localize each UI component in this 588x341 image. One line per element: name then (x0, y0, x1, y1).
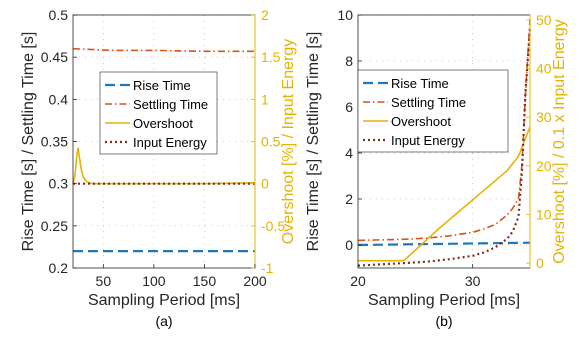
y-tick-label: 0.4 (49, 91, 69, 107)
legend-label-overshoot: Overshoot (133, 116, 193, 131)
y-tick-label: 0 (345, 237, 353, 253)
legend-label-energy: Input Energy (391, 133, 465, 148)
x-tick-label: 20 (350, 273, 366, 289)
y-tick-label: 0.2 (49, 260, 69, 276)
legend-label-settling: Settling Time (133, 97, 208, 112)
y2-tick-label: 20 (536, 158, 552, 174)
y2-tick-label: 1.5 (261, 49, 281, 65)
legend: Rise Time Settling Time Overshoot Input Ene… (357, 69, 509, 153)
y-axis-label: Rise Time [s] / Settling Time [s] (20, 32, 37, 252)
x-axis-label: Sampling Period [ms] (88, 292, 240, 309)
y2-tick-label: 0 (536, 255, 544, 271)
series-line-settling (72, 47, 255, 53)
series-line-overshoot (72, 147, 256, 185)
legend-label-rise: Rise Time (133, 78, 191, 93)
legend-label-overshoot: Overshoot (391, 114, 451, 129)
y2-tick-label: -0.5 (261, 218, 285, 234)
y2-tick-label: 2 (261, 7, 269, 23)
panel-subtitle: (a) (155, 313, 172, 329)
y2-tick-label: 1 (261, 91, 269, 107)
y2-tick-label: -1 (261, 260, 274, 276)
x-tick-label: 100 (142, 273, 166, 289)
legend-label-rise: Rise Time (391, 76, 449, 91)
y-axis-label: Rise Time [s] / Settling Time [s] (305, 32, 322, 252)
y2-axis-label: Overshoot [%] / Input Energy (280, 39, 297, 244)
panel-b: 20 30 0 2 4 6 8 10 0 10 20 30 40 50 Sampling Period [m… (305, 7, 568, 329)
legend: Rise Time Settling Time Overshoot Input Ene… (99, 71, 218, 155)
x-tick-label: 50 (96, 273, 112, 289)
y2-tick-label: 0 (261, 176, 269, 192)
legend-box (99, 71, 218, 155)
x-axis-label: Sampling Period [ms] (368, 292, 520, 309)
y2-tick-label: 50 (536, 12, 552, 28)
y2-tick-label: 10 (536, 206, 552, 222)
panel-a: 50 100 150 200 0.2 0.25 0.3 0.35 0.4 0.45 0.5 -1 -0.… (20, 7, 297, 329)
x-tick-label: 30 (465, 273, 481, 289)
panel-subtitle: (b) (435, 313, 452, 329)
y-tick-label: 2 (345, 191, 353, 207)
x-tick-label: 200 (243, 273, 267, 289)
series-line-overshoot (358, 126, 531, 262)
y2-tick-label: 40 (536, 61, 552, 77)
legend-label-energy: Input Energy (133, 135, 207, 150)
y-tick-label: 8 (345, 53, 353, 69)
y-tick-label: 0.3 (49, 176, 69, 192)
y-tick-label: 0.5 (49, 7, 69, 23)
y-tick-label: 0.35 (41, 134, 68, 150)
y2-tick-label: 30 (536, 109, 552, 125)
y-tick-label: 0.25 (41, 218, 68, 234)
y-tick-label: 10 (337, 7, 353, 23)
y2-axis-label: Overshoot [%] / 0.1 x Input Energy (551, 19, 568, 264)
legend-label-settling: Settling Time (391, 95, 466, 110)
y-tick-label: 4 (345, 145, 353, 161)
x-tick-label: 150 (193, 273, 217, 289)
series-line-energy (357, 29, 532, 267)
series-line-rise (357, 241, 531, 247)
y-tick-label: 0.45 (41, 49, 68, 65)
y2-tick-label: 0.5 (261, 134, 281, 150)
y-tick-label: 6 (345, 99, 353, 115)
